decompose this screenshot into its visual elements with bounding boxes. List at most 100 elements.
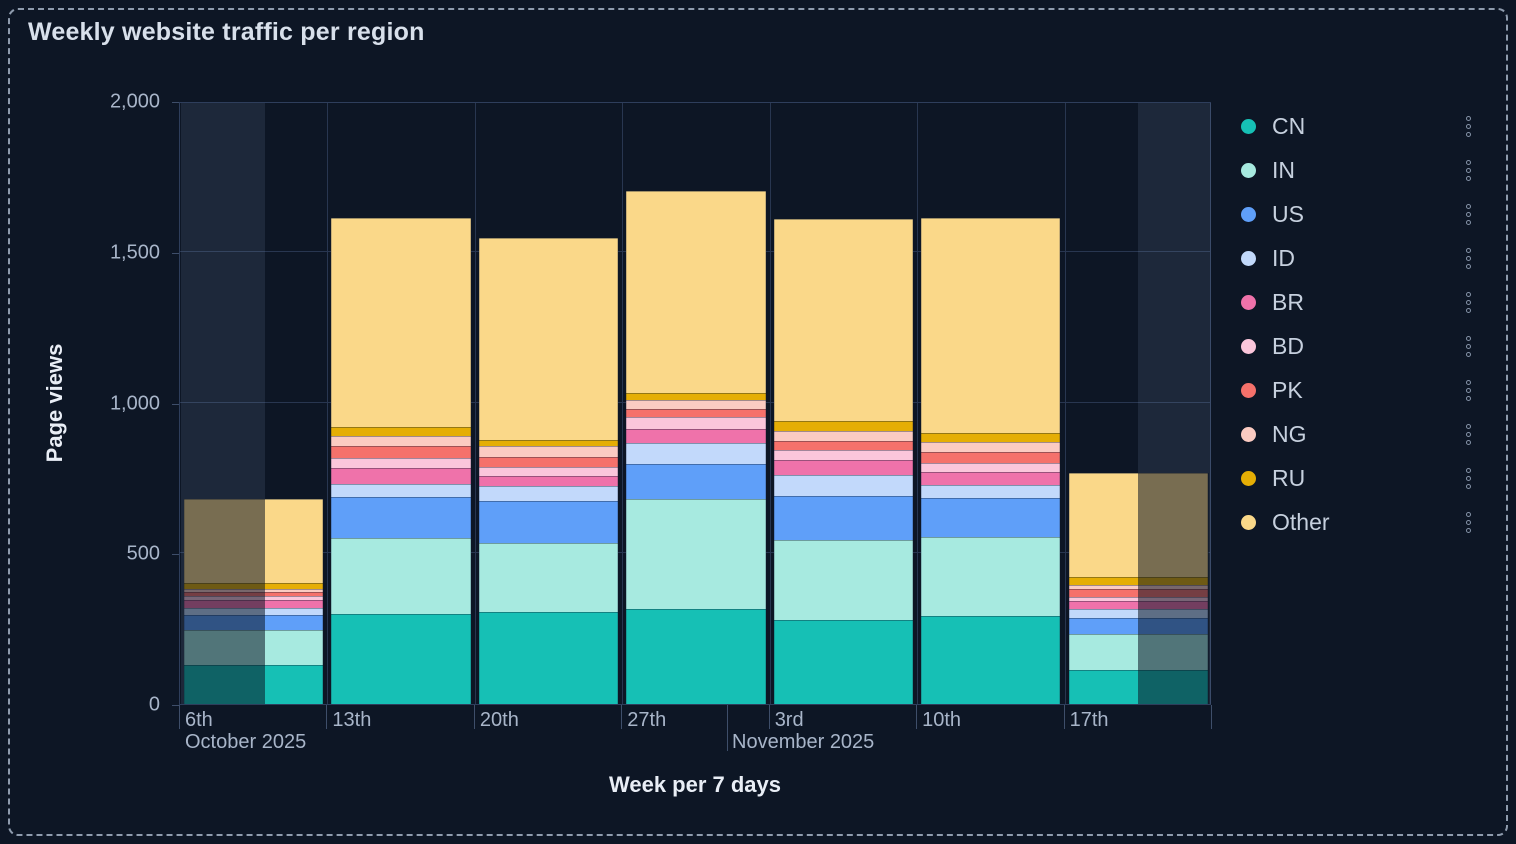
bar-segment-BD[interactable] [331, 457, 471, 469]
bar-week-3rd[interactable] [773, 218, 914, 704]
kebab-menu-icon[interactable] [1464, 290, 1473, 315]
bar-week-27th[interactable] [626, 190, 766, 704]
bar-segment-Other[interactable] [626, 190, 766, 393]
legend-item-label: NG [1272, 420, 1307, 447]
bar-segment-BR[interactable] [773, 459, 914, 475]
y-axis-tick-mark [172, 403, 179, 405]
bar-segment-Other[interactable] [331, 217, 471, 428]
bar-segment-CN[interactable] [331, 613, 471, 704]
legend-item-US[interactable]: US [1241, 192, 1481, 236]
legend-item-RU[interactable]: RU [1241, 456, 1481, 500]
bar-segment-US[interactable] [773, 496, 914, 541]
legend-color-dot [1241, 294, 1256, 310]
bar-segment-RU[interactable] [626, 392, 766, 401]
legend-item-PK[interactable]: PK [1241, 368, 1481, 412]
bar-segment-BR[interactable] [331, 468, 471, 484]
x-axis-week-tick [768, 705, 770, 729]
bar-segment-CN[interactable] [773, 619, 914, 704]
bar-segment-BD[interactable] [626, 417, 766, 429]
legend-item-BD[interactable]: BD [1241, 324, 1481, 368]
bar-segment-ID[interactable] [773, 474, 914, 497]
bar-segment-PK[interactable] [331, 446, 471, 458]
bar-week-6th[interactable] [184, 498, 324, 704]
legend-color-dot [1241, 514, 1256, 530]
bar-segment-RU[interactable] [773, 421, 914, 432]
bar-segment-PK[interactable] [921, 452, 1061, 464]
bar-segment-NG[interactable] [478, 445, 619, 457]
bar-segment-RU[interactable] [331, 427, 471, 437]
bar-segment-Other[interactable] [773, 218, 914, 422]
bar-segment-IN[interactable] [331, 538, 471, 614]
kebab-dot [1466, 175, 1471, 181]
kebab-menu-icon[interactable] [1464, 246, 1473, 271]
bar-week-13th[interactable] [331, 217, 471, 704]
bar-week-20th[interactable] [478, 237, 619, 704]
bar-segment-RU[interactable] [478, 439, 619, 446]
kebab-menu-icon[interactable] [1464, 334, 1473, 359]
bar-segment-NG[interactable] [626, 400, 766, 410]
bar-segment-US[interactable] [478, 500, 619, 543]
bar-segment-CN[interactable] [921, 615, 1061, 704]
y-axis-tick-label: 1,000 [109, 392, 160, 414]
x-axis-week-tick [326, 705, 328, 729]
bar-segment-PK[interactable] [626, 409, 766, 418]
legend-item-label: Other [1272, 508, 1330, 535]
kebab-menu-icon[interactable] [1464, 158, 1473, 183]
bar-segment-ID[interactable] [478, 486, 619, 501]
bar-segment-NG[interactable] [331, 436, 471, 447]
legend-item-CN[interactable]: CN [1241, 104, 1481, 148]
y-axis-tick-label: 2,000 [109, 90, 160, 113]
bar-segment-CN[interactable] [478, 612, 619, 704]
kebab-menu-icon[interactable] [1464, 510, 1473, 535]
legend-color-dot [1241, 470, 1256, 486]
bar-segment-BR[interactable] [478, 476, 619, 487]
kebab-dot [1466, 123, 1471, 129]
bar-segment-IN[interactable] [626, 499, 766, 609]
bar-segment-Other[interactable] [921, 218, 1061, 434]
legend-item-NG[interactable]: NG [1241, 412, 1481, 456]
bar-segment-BD[interactable] [773, 449, 914, 460]
bar-week-17th[interactable] [1068, 473, 1209, 704]
bar-segment-IN[interactable] [921, 536, 1061, 616]
x-axis-week-tick [1063, 705, 1065, 729]
kebab-dot [1466, 387, 1471, 393]
bar-segment-Other[interactable] [478, 237, 619, 440]
bar-segment-NG[interactable] [921, 442, 1061, 453]
bar-segment-US[interactable] [331, 497, 471, 539]
bar-segment-BD[interactable] [921, 463, 1061, 473]
legend-item-IN[interactable]: IN [1241, 148, 1481, 192]
bar-segment-CN[interactable] [626, 609, 766, 704]
bar-segment-RU[interactable] [921, 433, 1061, 443]
bar-segment-IN[interactable] [773, 540, 914, 620]
bar-segment-BR[interactable] [921, 472, 1061, 486]
kebab-menu-icon[interactable] [1464, 466, 1473, 491]
legend-item-BR[interactable]: BR [1241, 280, 1481, 324]
legend-item-label: US [1272, 200, 1304, 227]
x-axis-day-label: 6th [185, 709, 213, 731]
partial-week-dim-overlay [1137, 473, 1209, 704]
bar-segment-US[interactable] [626, 464, 766, 499]
bar-segment-US[interactable] [921, 497, 1061, 537]
kebab-dot [1466, 307, 1471, 313]
kebab-menu-icon[interactable] [1464, 422, 1473, 447]
bar-segment-BR[interactable] [626, 428, 766, 444]
bar-week-10th[interactable] [921, 218, 1061, 704]
legend-color-dot [1241, 206, 1256, 222]
bar-segment-ID[interactable] [331, 483, 471, 498]
bar-segment-ID[interactable] [921, 485, 1061, 498]
bar-segment-PK[interactable] [478, 456, 619, 468]
bar-segment-ID[interactable] [626, 443, 766, 465]
bar-segment-BD[interactable] [478, 467, 619, 477]
kebab-menu-icon[interactable] [1464, 202, 1473, 227]
bar-segment-PK[interactable] [773, 441, 914, 450]
bar-segment-NG[interactable] [773, 431, 914, 442]
x-axis-month-tick [727, 705, 728, 751]
x-axis-day-label: 27th [627, 709, 667, 731]
legend-item-Other[interactable]: Other [1241, 500, 1481, 544]
bar-segment-IN[interactable] [478, 542, 619, 612]
kebab-dot [1466, 263, 1471, 269]
legend-item-ID[interactable]: ID [1241, 236, 1481, 280]
kebab-menu-icon[interactable] [1464, 114, 1473, 139]
kebab-dot [1466, 159, 1471, 165]
kebab-menu-icon[interactable] [1464, 378, 1473, 403]
